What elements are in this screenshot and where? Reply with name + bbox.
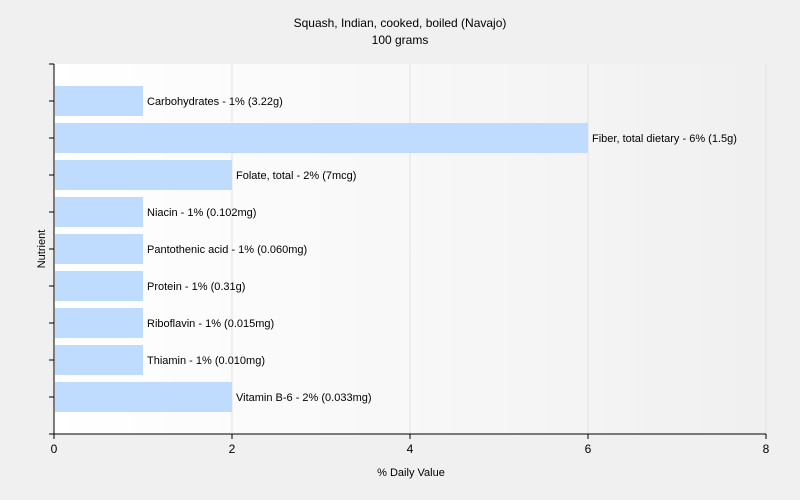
bar-label-2: Folate, total - 2% (7mcg)	[236, 170, 356, 182]
bar-label-5: Protein - 1% (0.31g)	[147, 281, 245, 293]
bar-4	[55, 234, 143, 264]
bar-label-8: Vitamin B-6 - 2% (0.033mg)	[236, 392, 372, 404]
bar-2	[55, 160, 232, 190]
bar-label-4: Pantothenic acid - 1% (0.060mg)	[147, 244, 307, 256]
bar-labels: Carbohydrates - 1% (3.22g) Fiber, total d…	[147, 96, 737, 404]
y-axis-title: Nutrient	[36, 230, 48, 269]
chart-title: Squash, Indian, cooked, boiled (Navajo)	[294, 16, 507, 30]
y-axis-ticks	[49, 63, 54, 435]
bar-1	[55, 123, 588, 153]
x-axis-ticks: 0 2 4 6 8	[51, 434, 770, 456]
chart-subtitle: 100 grams	[372, 33, 429, 47]
bar-6	[55, 308, 143, 338]
bar-7	[55, 345, 143, 375]
bars	[55, 86, 588, 412]
x-tick-label-2: 4	[407, 442, 414, 456]
bar-5	[55, 271, 143, 301]
x-tick-label-4: 8	[763, 442, 770, 456]
x-tick-label-3: 6	[585, 442, 592, 456]
bar-0	[55, 86, 143, 116]
bar-8	[55, 382, 232, 412]
x-tick-label-0: 0	[51, 442, 58, 456]
bar-label-7: Thiamin - 1% (0.010mg)	[147, 355, 265, 367]
bar-label-1: Fiber, total dietary - 6% (1.5g)	[592, 133, 737, 145]
bar-3	[55, 197, 143, 227]
x-tick-label-1: 2	[229, 442, 236, 456]
bar-label-3: Niacin - 1% (0.102mg)	[147, 207, 256, 219]
bar-label-6: Riboflavin - 1% (0.015mg)	[147, 318, 274, 330]
x-axis-title: % Daily Value	[377, 467, 445, 479]
bar-label-0: Carbohydrates - 1% (3.22g)	[147, 96, 283, 108]
